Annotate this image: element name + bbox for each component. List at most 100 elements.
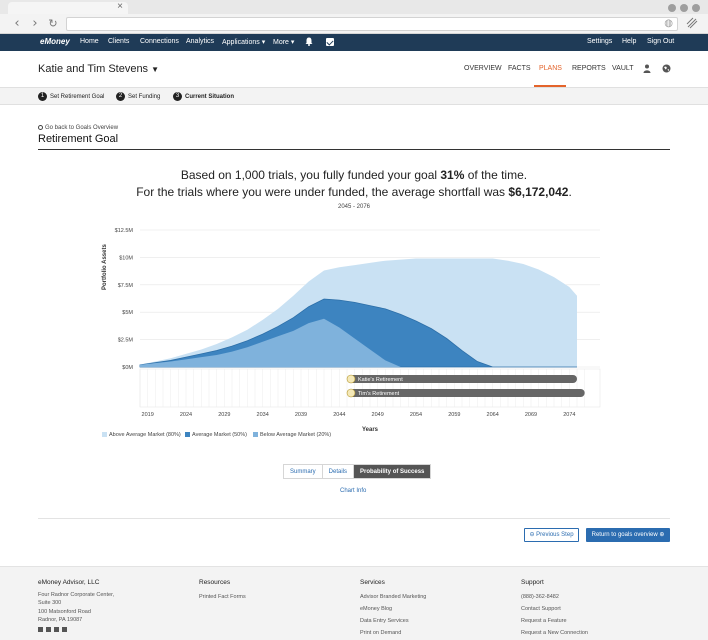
tab-summary[interactable]: Summary: [284, 465, 323, 478]
footer-support: Support (888)-362-8482 Contact Support R…: [521, 579, 588, 639]
footer-company: eMoney Advisor, LLC Four Radnor Corporat…: [38, 579, 114, 635]
avatar: [346, 374, 356, 384]
browser-tab[interactable]: ×: [8, 1, 128, 14]
circle-back-icon: [38, 125, 43, 130]
avatar: [346, 388, 356, 398]
client-header: Katie and Tim Stevens ▼ OVERVIEW FACTS P…: [0, 51, 708, 88]
nav-settings[interactable]: Settings: [587, 38, 613, 45]
step-set-retirement-goal[interactable]: 1 Set Retirement Goal: [38, 92, 104, 101]
divider: [38, 518, 670, 519]
footer-link[interactable]: Request a Feature: [521, 617, 567, 624]
title-divider: [38, 149, 670, 150]
facebook-icon[interactable]: [38, 626, 43, 632]
nav-connections[interactable]: Connections: [140, 38, 179, 45]
app-nav-bar: eMoney Home Clients Connections Analytic…: [0, 34, 708, 51]
footer-link[interactable]: Printed Fact Forms: [199, 593, 246, 600]
retirement-label: Tim's Retirement: [358, 391, 400, 397]
nav-home[interactable]: Home: [80, 38, 99, 45]
x-tick-label: 2039: [295, 412, 307, 418]
x-tick-label: 2024: [180, 412, 192, 418]
y-tick-label: $5M: [122, 310, 133, 316]
success-percent: 31%: [440, 168, 465, 182]
address-bar[interactable]: ◍: [66, 17, 678, 31]
forward-icon[interactable]: ›: [32, 16, 38, 31]
tab-details[interactable]: Details: [322, 465, 355, 478]
y-tick-label: $12.5M: [115, 228, 134, 234]
company-name: eMoney Advisor, LLC: [38, 579, 100, 586]
shortfall-amount: $6,172,042: [508, 185, 569, 199]
tasks-check-icon[interactable]: [326, 38, 334, 46]
nav-clients[interactable]: Clients: [108, 38, 130, 45]
browser-toolbar: ‹ › ↻ ◍: [0, 14, 708, 34]
browser-menu-icon[interactable]: [686, 17, 698, 29]
return-label: Return to goals overview: [591, 532, 658, 538]
chart-info-link[interactable]: Chart Info: [340, 488, 367, 494]
view-tabs: Summary Details Probability of Success: [283, 464, 432, 479]
footer-link[interactable]: eMoney Blog: [360, 605, 393, 612]
y-tick-label: $7.5M: [118, 283, 134, 289]
nav-help[interactable]: Help: [622, 38, 637, 45]
nav-analytics[interactable]: Analytics: [186, 38, 215, 45]
tab-vault[interactable]: VAULT: [612, 65, 634, 72]
legend-label: Below Average Market (20%): [260, 432, 332, 438]
x-tick-label: 2049: [372, 412, 384, 418]
x-tick-label: 2074: [563, 412, 575, 418]
x-tick-label: 2069: [525, 412, 537, 418]
nav-applications[interactable]: Applications ▾: [222, 39, 266, 46]
footer: eMoney Advisor, LLC Four Radnor Corporat…: [0, 566, 708, 640]
client-name-dropdown[interactable]: Katie and Tim Stevens ▼: [38, 63, 159, 75]
nav-sign-out[interactable]: Sign Out: [647, 38, 675, 45]
x-axis-label: Years: [362, 427, 379, 433]
tab-facts[interactable]: FACTS: [508, 65, 531, 72]
footer-link[interactable]: Advisor Branded Marketing: [360, 593, 427, 600]
step-current-situation[interactable]: 3 Current Situation: [173, 92, 234, 101]
summary-line-2: For the trials where you were under fund…: [38, 185, 670, 199]
client-name: Katie and Tim Stevens: [38, 63, 149, 75]
legend-item-average: Average Market (50%): [185, 432, 247, 438]
y-tick-label: $2.5M: [118, 338, 134, 344]
bell-icon[interactable]: [305, 37, 313, 46]
person-icon[interactable]: [643, 64, 651, 73]
x-tick-label: 2029: [218, 412, 230, 418]
back-icon[interactable]: ‹: [14, 16, 20, 31]
x-tick-label: 2019: [142, 412, 154, 418]
return-to-goals-button[interactable]: Return to goals overview ⊕: [586, 528, 670, 542]
address-line: Radnor, PA 19087: [38, 617, 83, 623]
summary1-text-end: of the time.: [464, 168, 528, 182]
y-axis-label: Portfolio Assets: [102, 244, 108, 290]
step-label: Current Situation: [185, 94, 234, 101]
x-tick-label: 2059: [448, 412, 460, 418]
step-label: Set Retirement Goal: [50, 94, 105, 101]
retirement-label: Katie's Retirement: [358, 377, 403, 383]
footer-link[interactable]: Data Entry Services: [360, 617, 409, 624]
linkedin-icon[interactable]: [54, 626, 59, 632]
x-tick-label: 2064: [487, 412, 499, 418]
tab-probability-of-success[interactable]: Probability of Success: [354, 465, 431, 478]
reload-icon[interactable]: ↻: [48, 17, 58, 30]
tab-overview[interactable]: OVERVIEW: [464, 65, 502, 72]
youtube-icon[interactable]: [62, 626, 67, 632]
emoney-logo[interactable]: eMoney: [40, 37, 70, 46]
step-label: Set Funding: [128, 94, 161, 101]
close-tab-icon[interactable]: ×: [117, 1, 123, 12]
footer-link[interactable]: Request a New Connection: [521, 629, 588, 636]
address-line: Four Radnor Corporate Center,: [38, 591, 115, 598]
twitter-icon[interactable]: [46, 626, 51, 632]
retirement-bar: [347, 389, 585, 397]
x-tick-label: 2034: [257, 412, 269, 418]
back-link-label: Go back to Goals Overview: [45, 125, 119, 132]
globe-icon[interactable]: [662, 64, 671, 73]
step-set-funding[interactable]: 2 Set Funding: [116, 92, 160, 101]
tab-reports[interactable]: REPORTS: [572, 65, 606, 72]
back-to-goals-link[interactable]: Go back to Goals Overview: [38, 125, 118, 131]
footer-link[interactable]: Contact Support: [521, 605, 561, 612]
nav-more[interactable]: More ▾: [273, 39, 295, 46]
window-dot-icon[interactable]: [692, 4, 700, 12]
previous-step-button[interactable]: ⊖ Previous Step: [524, 528, 579, 542]
step-number: 2: [116, 92, 125, 101]
footer-link[interactable]: Print on Demand: [360, 629, 402, 636]
window-dot-icon[interactable]: [680, 4, 688, 12]
chevron-down-icon: ▼: [151, 65, 160, 74]
window-dot-icon[interactable]: [668, 4, 676, 12]
tab-plans[interactable]: PLANS: [539, 65, 562, 72]
